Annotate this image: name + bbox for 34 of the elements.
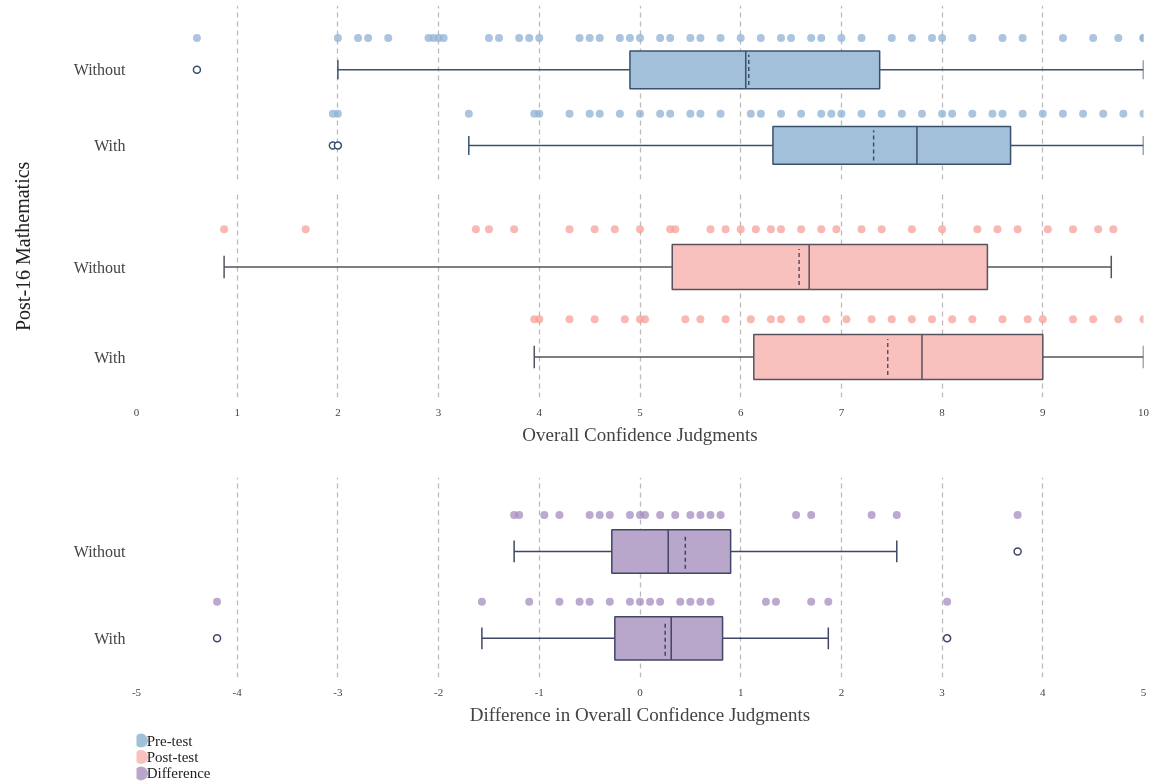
x-tick-label: -2 [434, 685, 444, 698]
y-tick-label: With [94, 629, 126, 647]
x-axis-title: Overall Confidence Judgments [522, 423, 758, 445]
legend-label: Post-test [146, 749, 200, 765]
x-axis-title: Difference in Overall Confidence Judgments [469, 703, 811, 725]
x-tick-label: 5 [637, 405, 644, 418]
x-tick-label: 3 [939, 685, 946, 698]
x-tick-label: 9 [1040, 405, 1047, 418]
x-tick-label: -3 [333, 685, 343, 698]
x-tick-label: -4 [232, 685, 243, 698]
x-tick-label: 5 [1140, 685, 1147, 698]
x-tick-label: 4 [536, 405, 543, 418]
x-tick-label: 2 [335, 405, 341, 418]
x-tick-label: -1 [534, 685, 544, 698]
x-tick-label: 2 [838, 685, 845, 698]
x-tick-label: 4 [1040, 685, 1047, 698]
x-tick-label: 10 [1138, 405, 1150, 418]
x-tick-label: 1 [234, 405, 240, 418]
x-tick-label: 7 [838, 405, 845, 418]
x-tick-label: 6 [737, 405, 744, 418]
x-tick-label: 3 [435, 405, 442, 418]
x-tick-label: 8 [939, 405, 946, 418]
y-tick-label: Without [73, 542, 127, 560]
y-tick-label: With [94, 136, 126, 154]
x-tick-label: 1 [737, 685, 744, 698]
legend-label: Pre-test [146, 732, 194, 749]
x-tick-label: 0 [133, 405, 140, 418]
y-tick-label: Without [73, 258, 127, 276]
x-tick-label: 0 [637, 685, 644, 698]
y-tick-label: Without [73, 61, 127, 79]
y-axis-title: Post-16 Mathematics [11, 161, 34, 332]
y-tick-label: With [94, 348, 126, 366]
legend-label: Difference [146, 765, 211, 782]
x-tick-label: -5 [131, 685, 142, 698]
